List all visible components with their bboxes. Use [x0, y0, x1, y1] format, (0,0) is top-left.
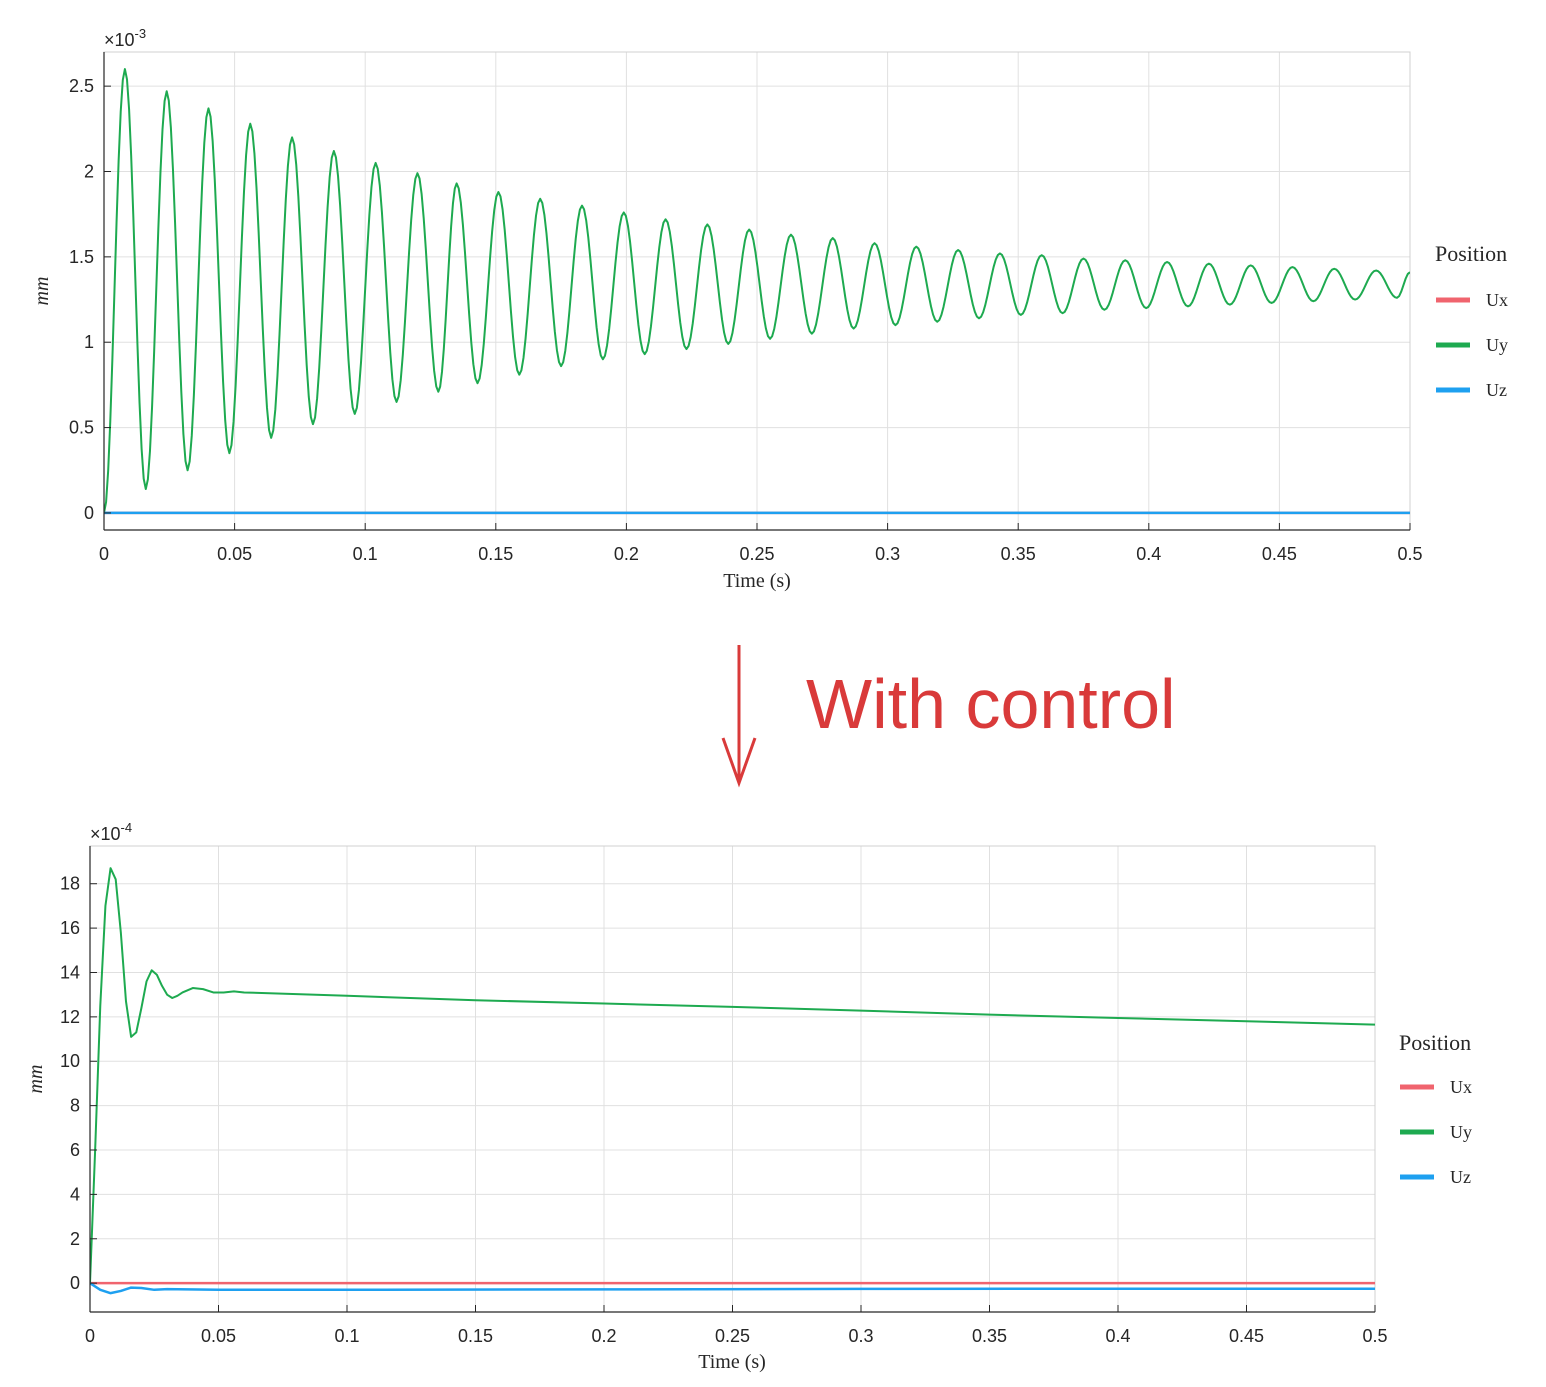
bottom-y-axis-label: mm: [25, 1065, 47, 1094]
top-y-tick-label: 0: [84, 503, 94, 523]
bottom-legend-entry-ux: Ux: [1450, 1077, 1472, 1097]
bottom-y-tick-label: 0: [70, 1273, 80, 1293]
top-exponent-label: ×10-3: [104, 26, 146, 50]
top-x-axis-label: Time (s): [723, 570, 791, 592]
top-y-axis-label: mm: [31, 277, 53, 306]
top-y-tick-label: 1: [84, 332, 94, 352]
top-x-tick-label: 0.25: [739, 544, 774, 564]
top-y-tick-label: 2: [84, 162, 94, 182]
top-y-tick-label: 0.5: [69, 418, 94, 438]
top-y-tick-group: 0 0.5 1 1.5 2 2.5: [69, 76, 111, 523]
top-legend-entry-uy: Uy: [1486, 335, 1508, 355]
bottom-y-tick-label: 12: [60, 1007, 80, 1027]
bottom-series-uz-line: [90, 1282, 1375, 1295]
bottom-grid: [90, 846, 1376, 1312]
top-series-uy-line: [104, 68, 1410, 514]
bottom-legend-title: Position: [1399, 1030, 1471, 1055]
top-x-tick-label: 0.1: [353, 544, 378, 564]
bottom-x-tick-label: 0: [85, 1326, 95, 1346]
down-arrow-icon: [721, 645, 757, 788]
top-legend-entry-ux: Ux: [1486, 290, 1508, 310]
top-series-group: [104, 68, 1410, 515]
top-legend-title: Position: [1435, 241, 1507, 266]
top-grid: [104, 52, 1411, 530]
top-y-tick-label: 1.5: [69, 247, 94, 267]
bottom-y-tick-label: 4: [70, 1184, 80, 1204]
bottom-exponent-label: ×10-4: [90, 820, 132, 844]
bottom-x-tick-label: 0.05: [201, 1326, 236, 1346]
top-x-tick-label: 0.45: [1262, 544, 1297, 564]
top-plot: 0 0.05 0.1 0.15 0.2 0.25 0.3 0.35 0.4 0.45 0.5 0 0.…: [31, 26, 1508, 592]
bottom-y-tick-label: 18: [60, 874, 80, 894]
bottom-x-tick-label: 0.2: [591, 1326, 616, 1346]
top-legend: Position Ux Uy Uz: [1435, 241, 1508, 400]
top-x-tick-label: 0.15: [478, 544, 513, 564]
top-x-tick-label: 0: [99, 544, 109, 564]
bottom-x-tick-label: 0.15: [458, 1326, 493, 1346]
bottom-y-tick-label: 14: [60, 962, 80, 982]
top-x-tick-group: 0 0.05 0.1 0.15 0.2 0.25 0.3 0.35 0.4 0.45 0.5: [99, 523, 1423, 564]
top-x-tick-label: 0.2: [614, 544, 639, 564]
top-x-tick-label: 0.35: [1001, 544, 1036, 564]
bottom-legend-entry-uz: Uz: [1450, 1167, 1471, 1187]
top-x-tick-label: 0.05: [217, 544, 252, 564]
bottom-x-axis-label: Time (s): [698, 1351, 766, 1373]
bottom-x-tick-group: 0 0.05 0.1 0.15 0.2 0.25 0.3 0.35 0.4 0.45 0.5: [85, 1305, 1388, 1346]
top-y-tick-label: 2.5: [69, 76, 94, 96]
bottom-legend: Position Ux Uy Uz: [1399, 1030, 1472, 1187]
bottom-x-tick-label: 0.5: [1362, 1326, 1387, 1346]
annotation-text: With control: [806, 665, 1176, 743]
bottom-plot: 0 0.05 0.1 0.15 0.2 0.25 0.3 0.35 0.4 0.45 0.5 0 2 4…: [25, 820, 1472, 1373]
bottom-legend-entry-uy: Uy: [1450, 1122, 1472, 1142]
bottom-x-tick-label: 0.3: [848, 1326, 873, 1346]
bottom-y-tick-label: 6: [70, 1140, 80, 1160]
top-x-tick-label: 0.3: [875, 544, 900, 564]
bottom-y-tick-label: 8: [70, 1096, 80, 1116]
bottom-x-tick-label: 0.45: [1229, 1326, 1264, 1346]
top-x-tick-label: 0.5: [1397, 544, 1422, 564]
annotation: With control: [721, 645, 1176, 788]
bottom-y-tick-group: 0 2 4 6 8 10 12 14 16 18: [60, 874, 97, 1293]
bottom-series-group: [90, 867, 1375, 1295]
bottom-y-tick-label: 2: [70, 1229, 80, 1249]
top-legend-entry-uz: Uz: [1486, 380, 1507, 400]
bottom-x-tick-label: 0.4: [1105, 1326, 1130, 1346]
bottom-y-tick-label: 16: [60, 918, 80, 938]
bottom-x-tick-label: 0.1: [334, 1326, 359, 1346]
bottom-x-tick-label: 0.35: [972, 1326, 1007, 1346]
bottom-y-tick-label: 10: [60, 1051, 80, 1071]
bottom-series-uy-line: [90, 867, 1375, 1284]
bottom-x-tick-label: 0.25: [715, 1326, 750, 1346]
top-x-tick-label: 0.4: [1136, 544, 1161, 564]
